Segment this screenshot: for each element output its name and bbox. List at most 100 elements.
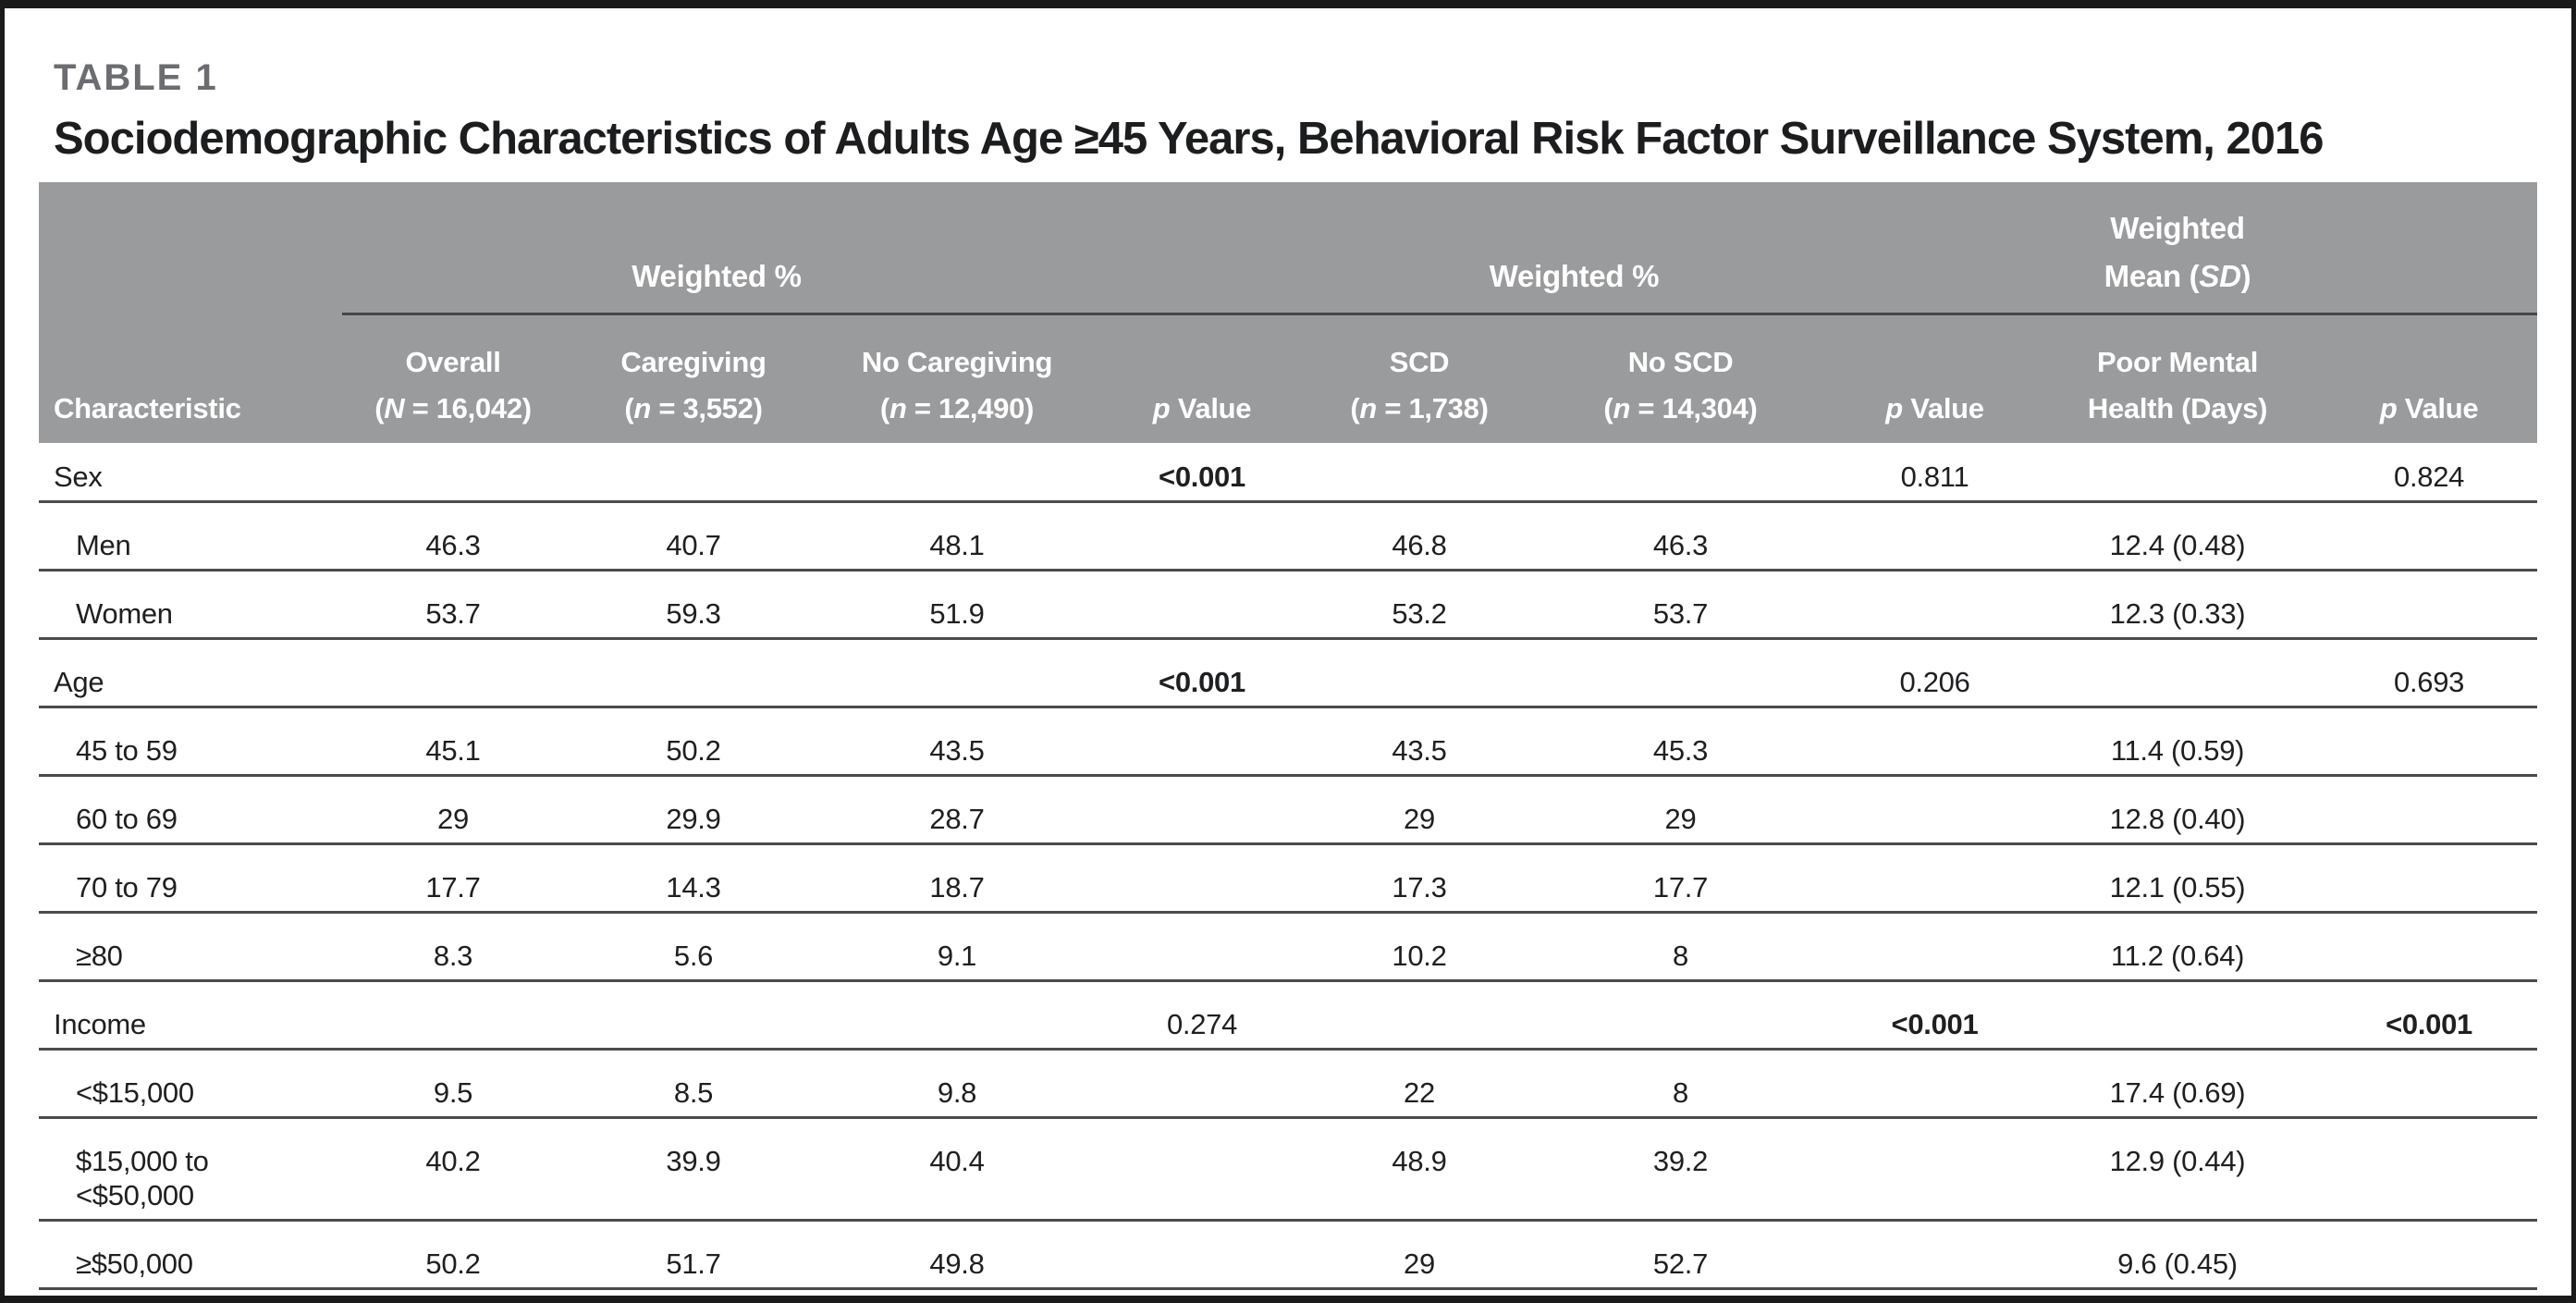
header-columns-row: Characteristic Overall (N = 16,042) Careg…: [39, 313, 2538, 443]
cell-p-caregiving: <0.001: [1159, 666, 1245, 698]
cell-sub-label: Women: [76, 597, 173, 630]
cell-no-scd: 8: [1673, 940, 1688, 972]
cell-empty: [564, 981, 823, 1050]
cell-caregiving: 40.7: [666, 529, 721, 561]
cell-no-caregiving: 9.8: [937, 1076, 977, 1109]
cell-empty: [1091, 502, 1313, 571]
table-row-age: Age <0.001 0.206 0.693: [39, 639, 2538, 707]
cell-empty: [2034, 639, 2321, 707]
cell-p-scd: 0.206: [1899, 666, 1970, 698]
table-row-50000-plus: ≥$50,000 50.2 51.7 49.8 29 52.7 9.6 (0.4…: [39, 1221, 2538, 1289]
cell-empty: [2321, 776, 2537, 844]
cell-no-caregiving: 51.9: [929, 597, 985, 630]
cell-empty: [823, 639, 1091, 707]
cell-empty: [1835, 502, 2034, 571]
cell-caregiving: 51.7: [666, 1248, 721, 1280]
cell-overall: 46.3: [425, 529, 481, 561]
cell-sub-label: 60 to 69: [76, 803, 178, 835]
cell-empty: [1835, 707, 2034, 776]
cell-empty: [2034, 443, 2321, 502]
cell-overall: 8.3: [433, 940, 473, 972]
cell-empty: [1313, 981, 1526, 1050]
cell-empty: [2321, 707, 2537, 776]
cell-category-label: Income: [54, 1008, 146, 1040]
cell-category-label: Age: [54, 666, 104, 698]
cell-no-scd: 52.7: [1652, 1248, 1709, 1280]
cell-scd: 17.3: [1392, 871, 1447, 903]
column-header-p-value-caregiving: p Value: [1091, 313, 1313, 443]
table-row-80-plus: ≥80 8.3 5.6 9.1 10.2 8 11.2 (0.64): [39, 913, 2538, 981]
table-row-45-to-59: 45 to 59 45.1 50.2 43.5 43.5 45.3 11.4 (…: [39, 707, 2538, 776]
cell-scd: 10.2: [1392, 940, 1447, 972]
cell-empty: [1526, 981, 1835, 1050]
cell-empty: [1835, 1221, 2034, 1289]
sociodemographic-table: Weighted % Weighted % Weighted Mean (SD)…: [39, 182, 2538, 1290]
table-row-under-15000: <$15,000 9.5 8.5 9.8 22 8 17.4 (0.69): [39, 1050, 2538, 1118]
spanner-weighted-mean-sd: Weighted Mean (SD): [2034, 204, 2321, 301]
column-header-p-value-scd: p Value: [1835, 313, 2034, 443]
cell-p-pmh: 0.824: [2394, 461, 2465, 493]
cell-empty: [2321, 1118, 2537, 1221]
cell-pmh: 12.4 (0.48): [2109, 529, 2246, 561]
table-header: Weighted % Weighted % Weighted Mean (SD)…: [39, 182, 2538, 443]
cell-overall: 45.1: [425, 734, 481, 767]
column-header-poor-mental-health: Poor Mental Health (Days): [2034, 313, 2321, 443]
column-header-no-caregiving: No Caregiving (n = 12,490): [823, 313, 1091, 443]
cell-empty: [1091, 844, 1313, 913]
cell-p-caregiving: 0.274: [1166, 1008, 1238, 1040]
cell-scd: 46.8: [1392, 529, 1447, 561]
cell-empty: [2321, 1221, 2537, 1289]
column-header-overall: Overall (N = 16,042): [342, 313, 564, 443]
cell-scd: 43.5: [1392, 734, 1447, 767]
cell-empty: [1313, 443, 1526, 502]
cell-sub-label: ≥$50,000: [76, 1248, 193, 1280]
table-row-sex: Sex <0.001 0.811 0.824: [39, 443, 2538, 502]
table-row-70-to-79: 70 to 79 17.7 14.3 18.7 17.3 17.7 12.1 (…: [39, 844, 2538, 913]
cell-pmh: 12.1 (0.55): [2109, 871, 2246, 903]
cell-empty: [1835, 1050, 2034, 1118]
column-header-caregiving: Caregiving (n = 3,552): [564, 313, 823, 443]
cell-sub-label: 70 to 79: [76, 871, 178, 903]
cell-pmh: 12.9 (0.44): [2109, 1145, 2246, 1177]
cell-pmh: 17.4 (0.69): [2109, 1076, 2246, 1109]
cell-empty: [1313, 639, 1526, 707]
cell-no-caregiving: 9.1: [937, 940, 977, 972]
cell-empty: [1835, 776, 2034, 844]
cell-scd: 29: [1404, 803, 1435, 835]
cell-p-pmh: <0.001: [2386, 1008, 2472, 1040]
cell-no-scd: 29: [1664, 803, 1697, 835]
cell-no-caregiving: 43.5: [929, 734, 985, 767]
cell-empty: [2321, 502, 2537, 571]
table-body: Sex <0.001 0.811 0.824 Men 46.3 40.7 48.…: [39, 443, 2538, 1289]
cell-no-scd: 39.2: [1652, 1145, 1709, 1177]
cell-scd: 53.2: [1392, 597, 1447, 630]
cell-empty: [1091, 776, 1313, 844]
column-header-characteristic: Characteristic: [39, 313, 342, 443]
spanner-weighted-mean-line2: Mean (SD): [2104, 259, 2251, 293]
cell-overall: 9.5: [433, 1076, 473, 1109]
cell-empty: [564, 443, 823, 502]
cell-caregiving: 5.6: [673, 940, 714, 972]
table-number-label: TABLE 1: [54, 57, 218, 98]
cell-empty: [823, 443, 1091, 502]
cell-empty: [2321, 571, 2537, 639]
cell-overall: 29: [437, 803, 469, 835]
cell-empty: [1091, 571, 1313, 639]
cell-p-scd: <0.001: [1891, 1008, 1979, 1040]
cell-no-caregiving: 28.7: [929, 803, 985, 835]
cell-empty: [2321, 1050, 2537, 1118]
cell-empty: [1526, 639, 1835, 707]
cell-no-scd: 53.7: [1652, 597, 1709, 630]
cell-sub-label: ≥80: [76, 940, 123, 972]
cell-empty: [342, 443, 564, 502]
spanner-grid: Weighted % Weighted % Weighted Mean (SD): [342, 182, 2537, 313]
column-header-scd: SCD (n = 1,738): [1313, 313, 1526, 443]
cell-caregiving: 8.5: [673, 1076, 714, 1109]
spanner-weighted-mean-line1: Weighted: [2110, 211, 2245, 245]
cell-sub-label: 45 to 59: [76, 734, 178, 767]
cell-empty: [2034, 981, 2321, 1050]
cell-empty: [342, 639, 564, 707]
cell-p-caregiving: <0.001: [1159, 461, 1245, 493]
cell-scd: 48.9: [1392, 1145, 1447, 1177]
